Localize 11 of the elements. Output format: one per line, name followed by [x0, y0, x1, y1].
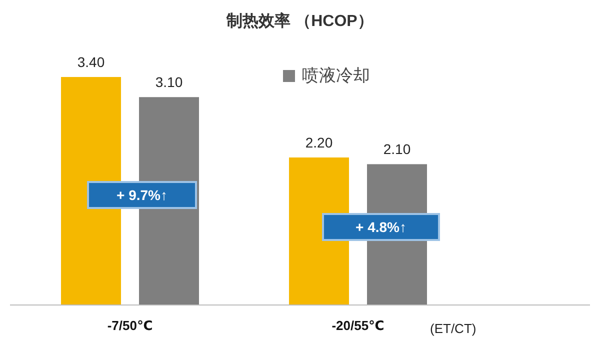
x-tick-label: -20/55℃ [332, 318, 384, 333]
legend-label: 喷液冷却 [302, 66, 370, 85]
annotation: + 9.7%↑ [116, 187, 168, 203]
data-label: 3.40 [77, 54, 105, 70]
data-label: 3.10 [155, 74, 183, 90]
chart-title: 制热效率 （HCOP） [226, 11, 374, 30]
data-label: 2.20 [305, 134, 333, 150]
x-tick-label: -7/50℃ [107, 318, 153, 333]
x-axis-title: (ET/CT) [430, 321, 476, 336]
annotation: + 4.8%↑ [356, 219, 406, 235]
data-label: 2.10 [383, 141, 411, 158]
